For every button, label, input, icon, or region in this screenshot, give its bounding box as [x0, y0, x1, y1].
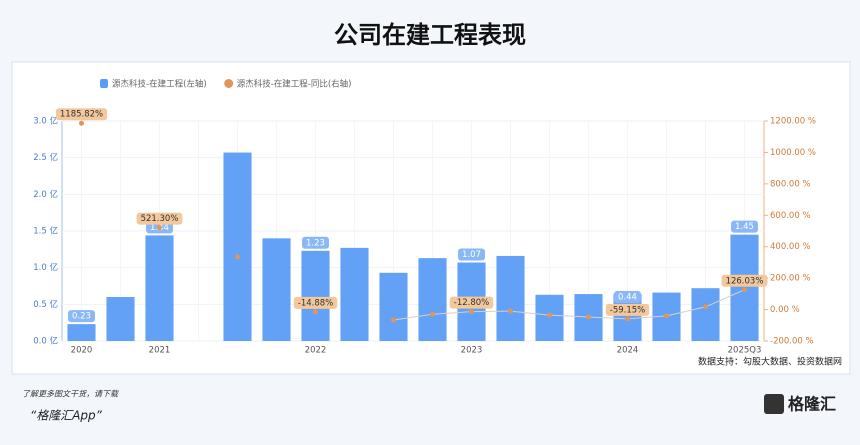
- bar: [496, 255, 525, 341]
- x-tick-label: 2024: [617, 346, 639, 356]
- value-label-bg: [68, 310, 95, 323]
- annotation: 0.44: [614, 291, 641, 303]
- y2-tick-label: -200.00 %: [770, 337, 814, 347]
- bar: [691, 288, 720, 341]
- x-tick-label: 2020: [71, 346, 93, 356]
- point: [625, 316, 630, 322]
- bar: [106, 297, 135, 341]
- value-label: -12.80%: [454, 298, 489, 308]
- footer-text: 了解更多图文干货，请下载: [22, 390, 119, 399]
- bar: [379, 272, 408, 341]
- y-tick-label: 2.5 亿: [33, 152, 58, 163]
- point: [586, 314, 591, 320]
- legend-label: 源杰科技-在建工程-同比(右轴): [237, 79, 352, 90]
- bar: [145, 235, 174, 341]
- legend-swatch: [100, 79, 108, 88]
- value-label-bg: [449, 296, 494, 309]
- point: [157, 225, 162, 231]
- value-label-group: 1.45: [731, 220, 758, 233]
- x-tick-label: 2022: [305, 346, 327, 356]
- value-label-group: 1.23: [302, 236, 329, 249]
- value-label-group: 1.07: [458, 248, 485, 261]
- value-label-bg: [293, 296, 338, 309]
- value-label-group: 0.23: [68, 310, 95, 323]
- bar: [301, 250, 330, 341]
- value-label-bg: [55, 108, 108, 121]
- value-label: -14.88%: [298, 298, 333, 308]
- value-label-bg: [302, 236, 329, 249]
- x-tick-label: 2025Q3: [728, 346, 762, 356]
- point: [469, 309, 474, 315]
- bar: [535, 294, 564, 341]
- y-tick-label: 0.5 亿: [33, 299, 58, 310]
- value-label-bg: [605, 303, 650, 316]
- value-label-group: -12.80%: [449, 296, 494, 309]
- footer-app: “格隆汇App”: [30, 409, 103, 423]
- value-label-group: 126.03%: [721, 274, 768, 287]
- point: [430, 311, 435, 317]
- value-label: 126.03%: [726, 276, 764, 286]
- bar: [223, 152, 252, 341]
- annotation-text: 0.44: [618, 293, 637, 303]
- value-label: -59.15%: [610, 305, 645, 315]
- y-tick-label: 3.0 亿: [33, 116, 58, 127]
- y-tick-label: 0.0 亿: [33, 336, 58, 347]
- y-tick-label: 2.0 亿: [33, 189, 58, 200]
- legend-label: 源杰科技-在建工程(左轴): [112, 79, 207, 90]
- y-tick-label: 1.0 亿: [33, 262, 58, 273]
- y2-tick-label: 400.00 %: [770, 242, 811, 252]
- x-tick-label: 2021: [149, 346, 171, 356]
- value-label-bg: [458, 248, 485, 261]
- y2-tick-label: 0.00 %: [770, 305, 800, 315]
- logo-icon: [764, 394, 784, 414]
- value-label-bg: [731, 220, 758, 233]
- point: [547, 312, 552, 318]
- bar: [262, 238, 291, 341]
- value-label-bg: [136, 212, 183, 225]
- point: [742, 287, 747, 293]
- legend-swatch: [224, 79, 234, 88]
- x-tick-label: 2023: [461, 346, 483, 356]
- y2-tick-label: 1200.00 %: [770, 117, 816, 127]
- logo-text: 格隆汇: [788, 395, 836, 414]
- annotation-bg: [614, 291, 641, 303]
- point: [313, 309, 318, 315]
- value-label-group: -14.88%: [293, 296, 338, 309]
- point: [235, 254, 240, 260]
- point: [703, 304, 708, 310]
- bar: [340, 247, 369, 341]
- y-tick-label: 1.5 亿: [33, 226, 58, 237]
- value-label: 1185.82%: [60, 110, 103, 120]
- y2-tick-label: 800.00 %: [770, 179, 811, 189]
- point: [664, 313, 669, 319]
- chart-title: 公司在建工程表现: [334, 21, 526, 49]
- value-label: 1.07: [462, 250, 481, 260]
- bar: [67, 324, 96, 341]
- value-label-group: 521.30%: [136, 212, 183, 225]
- source: 数据支持：勾股大数据、投资数据网: [698, 356, 842, 368]
- point: [391, 317, 396, 323]
- y2-tick-label: 1000.00 %: [770, 148, 816, 158]
- y2-tick-label: 600.00 %: [770, 211, 811, 221]
- line: [393, 289, 745, 321]
- value-label-group: -59.15%: [605, 303, 650, 316]
- y2-tick-label: 200.00 %: [770, 274, 811, 284]
- value-label: 1.23: [306, 238, 325, 248]
- value-label-bg: [721, 274, 768, 287]
- bar: [418, 258, 447, 341]
- value-label-group: 1185.82%: [55, 108, 108, 121]
- point: [79, 120, 84, 126]
- value-label: 1.45: [735, 222, 754, 232]
- value-label: 0.23: [72, 312, 91, 322]
- point: [508, 308, 513, 314]
- value-label: 521.30%: [141, 214, 179, 224]
